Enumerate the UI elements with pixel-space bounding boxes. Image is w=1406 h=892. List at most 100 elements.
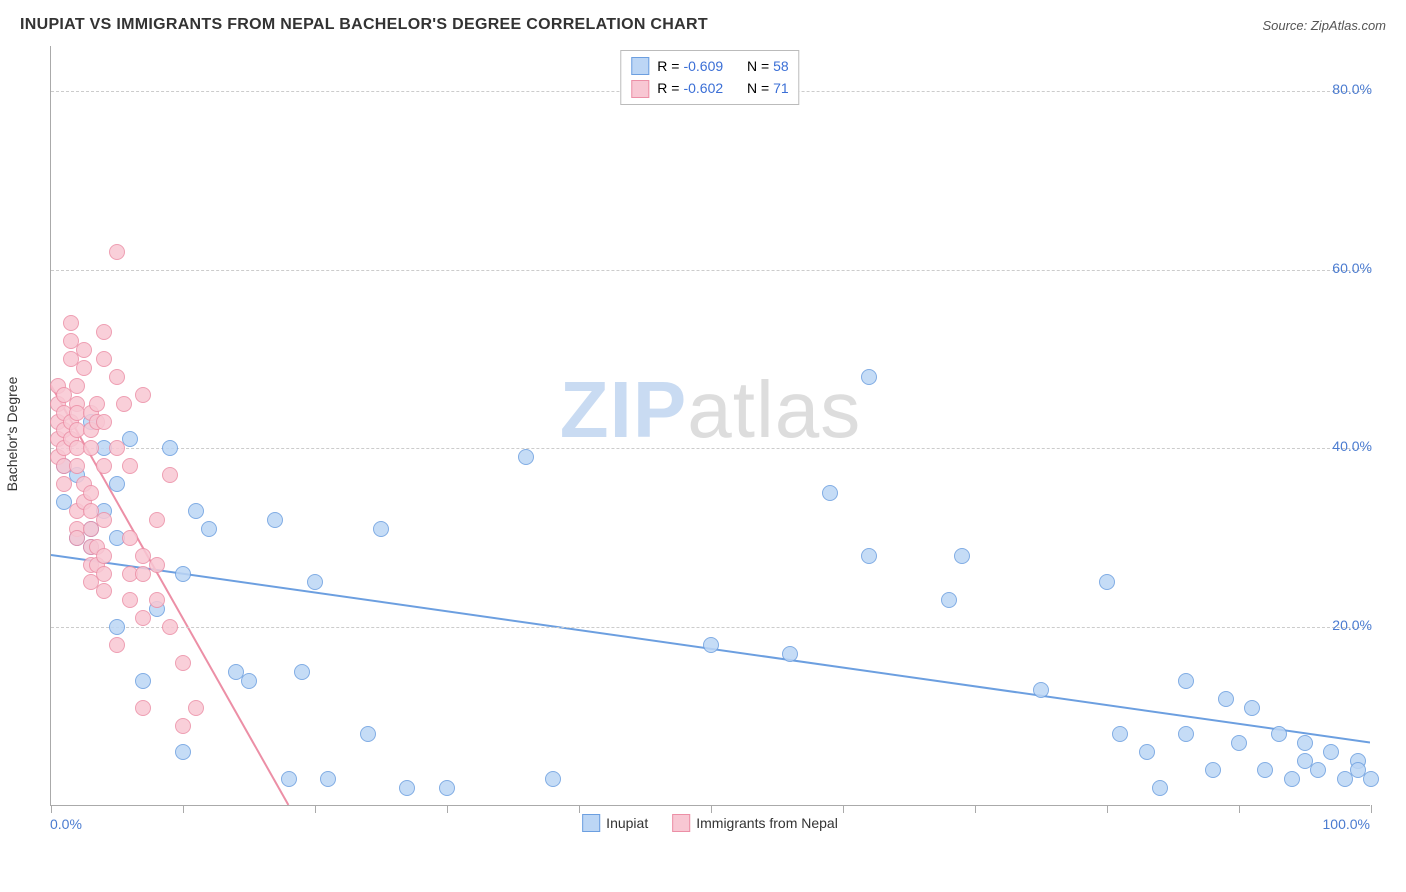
x-label-right: 100.0% <box>1323 816 1370 832</box>
data-point <box>1218 691 1234 707</box>
data-point <box>201 521 217 537</box>
data-point <box>941 592 957 608</box>
legend-r: R = -0.609 <box>657 55 723 77</box>
data-point <box>63 315 79 331</box>
legend-label: Immigrants from Nepal <box>696 815 838 831</box>
data-point <box>96 414 112 430</box>
data-point <box>149 592 165 608</box>
data-point <box>1205 762 1221 778</box>
data-point <box>96 351 112 367</box>
data-point <box>703 637 719 653</box>
data-point <box>399 780 415 796</box>
data-point <box>175 744 191 760</box>
legend-item: Immigrants from Nepal <box>672 814 838 832</box>
legend-swatch <box>582 814 600 832</box>
data-point <box>1244 700 1260 716</box>
data-point <box>782 646 798 662</box>
data-point <box>1231 735 1247 751</box>
data-point <box>69 378 85 394</box>
y-tick-label: 40.0% <box>1332 438 1372 454</box>
data-point <box>241 673 257 689</box>
data-point <box>76 360 92 376</box>
x-tick <box>51 805 52 813</box>
data-point <box>135 673 151 689</box>
data-point <box>89 396 105 412</box>
data-point <box>83 485 99 501</box>
data-point <box>175 718 191 734</box>
data-point <box>1297 735 1313 751</box>
x-tick <box>1371 805 1372 813</box>
y-axis-title: Bachelor's Degree <box>4 377 20 492</box>
data-point <box>175 566 191 582</box>
watermark-atlas: atlas <box>687 365 861 454</box>
data-point <box>1178 726 1194 742</box>
data-point <box>162 467 178 483</box>
data-point <box>109 440 125 456</box>
data-point <box>135 387 151 403</box>
data-point <box>188 700 204 716</box>
data-point <box>320 771 336 787</box>
data-point <box>518 449 534 465</box>
legend-correlation: R = -0.609 N = 58R = -0.602 N = 71 <box>620 50 799 105</box>
data-point <box>56 476 72 492</box>
data-point <box>360 726 376 742</box>
data-point <box>1112 726 1128 742</box>
data-point <box>1257 762 1273 778</box>
y-tick-label: 60.0% <box>1332 260 1372 276</box>
plot-box: ZIPatlas 20.0% 40.0% 60.0% 80.0% <box>50 46 1370 806</box>
data-point <box>1363 771 1379 787</box>
data-point <box>281 771 297 787</box>
legend-item: Inupiat <box>582 814 648 832</box>
data-point <box>294 664 310 680</box>
x-tick <box>315 805 316 813</box>
watermark-zip: ZIP <box>560 365 687 454</box>
data-point <box>1310 762 1326 778</box>
data-point <box>1284 771 1300 787</box>
x-tick <box>711 805 712 813</box>
legend-row: R = -0.602 N = 71 <box>631 77 788 99</box>
data-point <box>135 700 151 716</box>
data-point <box>109 476 125 492</box>
data-point <box>96 512 112 528</box>
data-point <box>188 503 204 519</box>
data-point <box>122 592 138 608</box>
data-point <box>1152 780 1168 796</box>
trend-lines <box>51 46 1370 805</box>
x-tick <box>1107 805 1108 813</box>
data-point <box>96 583 112 599</box>
legend-swatch <box>631 80 649 98</box>
data-point <box>861 369 877 385</box>
data-point <box>109 244 125 260</box>
data-point <box>267 512 283 528</box>
gridline <box>51 627 1370 628</box>
data-point <box>1033 682 1049 698</box>
data-point <box>109 637 125 653</box>
data-point <box>1139 744 1155 760</box>
legend-n: N = 58 <box>747 55 789 77</box>
y-tick-label: 20.0% <box>1332 617 1372 633</box>
data-point <box>69 458 85 474</box>
data-point <box>307 574 323 590</box>
watermark: ZIPatlas <box>560 364 861 456</box>
gridline <box>51 270 1370 271</box>
source-label: Source: ZipAtlas.com <box>1262 18 1386 33</box>
data-point <box>96 324 112 340</box>
x-tick <box>975 805 976 813</box>
data-point <box>162 619 178 635</box>
gridline <box>51 448 1370 449</box>
y-tick-label: 80.0% <box>1332 81 1372 97</box>
data-point <box>116 396 132 412</box>
data-point <box>439 780 455 796</box>
data-point <box>545 771 561 787</box>
x-tick <box>579 805 580 813</box>
data-point <box>1271 726 1287 742</box>
data-point <box>83 440 99 456</box>
data-point <box>96 566 112 582</box>
data-point <box>1178 673 1194 689</box>
legend-swatch <box>672 814 690 832</box>
legend-series: Inupiat Immigrants from Nepal <box>582 814 838 832</box>
data-point <box>861 548 877 564</box>
data-point <box>109 619 125 635</box>
data-point <box>149 512 165 528</box>
data-point <box>122 458 138 474</box>
